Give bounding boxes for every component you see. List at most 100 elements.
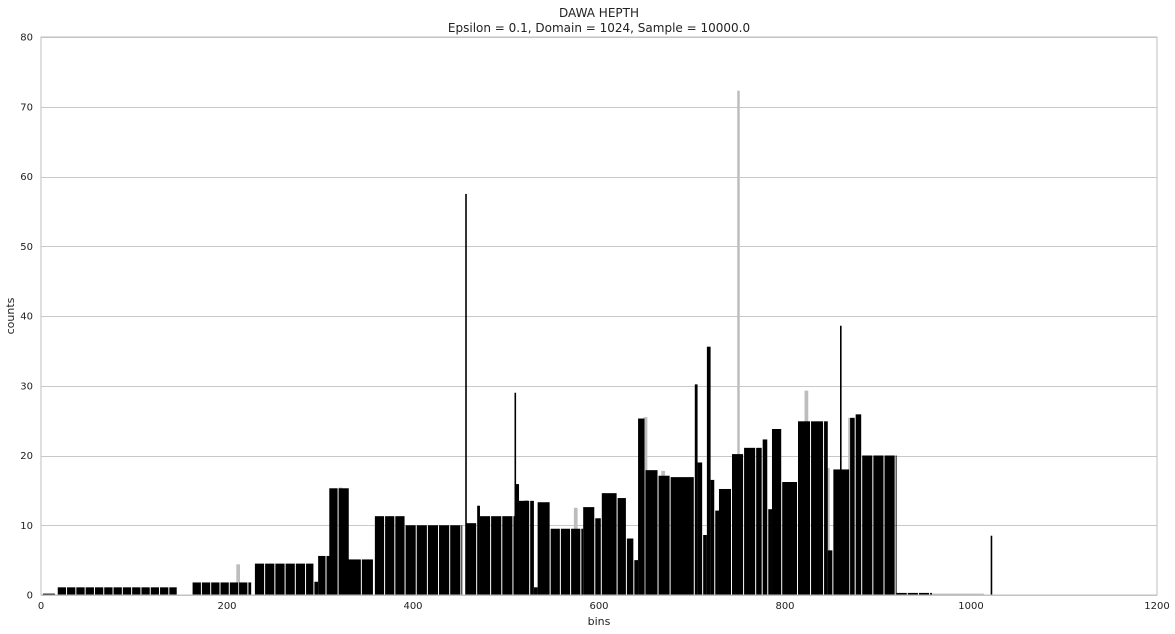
estimate-bar-2-5 (239, 582, 248, 595)
estimate-bar-11-2 (395, 516, 405, 595)
estimate-bar-26-0 (626, 538, 634, 595)
estimate-bar-12-4 (450, 525, 461, 595)
estimate-bar-44-0 (771, 428, 782, 595)
estimate-bar-1-3 (85, 587, 94, 595)
estimate-bar-20-0 (537, 502, 550, 595)
estimate-bar-21-1 (560, 528, 571, 595)
estimate-bar-2-1 (201, 582, 211, 595)
estimate-bar-54-1 (907, 592, 918, 595)
estimate-bar-1-9 (141, 587, 150, 595)
estimate-bar-13-0 (466, 523, 477, 595)
estimate-bar-1-8 (132, 587, 141, 595)
estimate-bar-37-0 (715, 510, 719, 595)
x-tick-label: 600 (589, 601, 608, 612)
y-tick-label: 10 (20, 521, 33, 532)
estimate-bar-33-0 (697, 462, 703, 595)
estimate-bar-2-3 (220, 582, 229, 595)
estimate-bar-1-4 (94, 587, 104, 595)
estimate-bar-15-3 (513, 516, 516, 595)
estimate-bar-21-0 (550, 528, 560, 595)
estimate-bar-3-5 (306, 563, 314, 595)
estimate-bar-52-0 (855, 414, 862, 595)
y-tick-label: 30 (20, 381, 33, 392)
estimate-bar-17-0 (519, 500, 530, 595)
estimate-bar-12-3 (439, 525, 450, 595)
estimate-bar-15-2 (502, 516, 513, 595)
estimate-bar-51-0 (850, 417, 855, 595)
estimate-bar-21-3 (581, 528, 584, 595)
y-tick-label: 40 (20, 312, 33, 323)
estimate-bar-46-0 (798, 421, 811, 595)
estimate-bar-48-0 (824, 421, 828, 595)
estimate-bar-53-2 (884, 455, 895, 595)
x-tick-label: 1000 (958, 601, 983, 612)
estimate-bar-40-0 (744, 447, 756, 595)
estimate-bar-3-0 (254, 563, 265, 595)
estimate-bar-4-0 (314, 581, 319, 595)
estimate-bar-27-0 (634, 560, 639, 595)
grid (41, 37, 1157, 596)
estimate-bar-2-0 (192, 582, 201, 595)
truth-spike-0 (737, 90, 740, 596)
estimate-bar-53-1 (873, 455, 884, 595)
estimate-bar-31-0 (670, 477, 694, 595)
estimate-bar-3-3 (285, 563, 295, 595)
estimate-bar-2-2 (211, 582, 220, 595)
estimate-bar-12-5 (461, 525, 463, 595)
x-tick-label: 200 (217, 601, 236, 612)
estimate-bar-3-1 (265, 563, 275, 595)
estimate-bar-1-7 (122, 587, 132, 595)
estimate-bar-22-0 (583, 507, 595, 595)
estimate-bar-15-0 (479, 516, 491, 595)
x-tick-label: 0 (38, 601, 44, 612)
estimate-bar-16-0 (515, 484, 520, 595)
estimate-bar-45-0 (782, 482, 798, 595)
estimate-bar-53-0 (862, 455, 873, 595)
estimate-spike-1 (514, 392, 517, 595)
estimate-bar-12-2 (427, 525, 439, 595)
estimate-bar-29-0 (645, 470, 658, 595)
x-axis-label: bins (588, 615, 611, 628)
estimate-bar-34-0 (703, 535, 707, 595)
truth-bar-9-0 (931, 593, 984, 595)
estimate-bar-7-0 (329, 488, 338, 595)
estimate-bar-9-0 (347, 559, 361, 595)
estimate-bar-30-0 (658, 475, 670, 595)
estimate-series (42, 193, 993, 595)
y-tick-label: 0 (27, 591, 33, 602)
estimate-bar-11-0 (374, 516, 385, 595)
estimate-bar-3-2 (275, 563, 285, 595)
estimate-bar-43-0 (768, 509, 772, 595)
estimate-bar-8-0 (338, 488, 349, 595)
truth-bar-0-0 (236, 564, 241, 595)
estimate-bar-18-0 (530, 500, 534, 595)
x-tick-label: 1200 (1144, 601, 1169, 612)
estimate-bar-12-1 (416, 525, 427, 595)
estimate-bar-28-0 (638, 418, 645, 595)
estimate-bar-11-1 (385, 516, 395, 595)
estimate-bar-49-0 (827, 550, 833, 595)
estimate-bar-1-12 (169, 587, 177, 595)
y-axis-label: counts (4, 297, 17, 334)
estimate-spike-3 (990, 535, 993, 595)
estimate-bar-32-0 (694, 384, 698, 595)
estimate-bar-39-0 (731, 454, 744, 595)
estimate-bar-35-0 (706, 346, 711, 595)
estimate-bar-38-0 (718, 488, 731, 595)
x-tick-label: 400 (403, 601, 422, 612)
estimate-bar-1-6 (113, 587, 122, 595)
estimate-bar-10-0 (361, 559, 373, 595)
chart-title: DAWA HEPTH (559, 6, 639, 20)
estimate-bar-14-0 (477, 505, 480, 595)
y-tick-label: 70 (20, 102, 33, 113)
estimate-bar-1-10 (150, 587, 160, 595)
estimate-bar-3-4 (295, 563, 306, 595)
x-tick-label: 800 (775, 601, 794, 612)
plot-frame (40, 36, 1158, 596)
chart-subtitle: Epsilon = 0.1, Domain = 1024, Sample = 1… (448, 21, 750, 35)
estimate-bar-2-4 (229, 582, 239, 595)
estimate-bar-54-3 (930, 592, 932, 595)
estimate-bar-47-0 (811, 421, 824, 595)
estimate-spike-2 (840, 325, 842, 595)
